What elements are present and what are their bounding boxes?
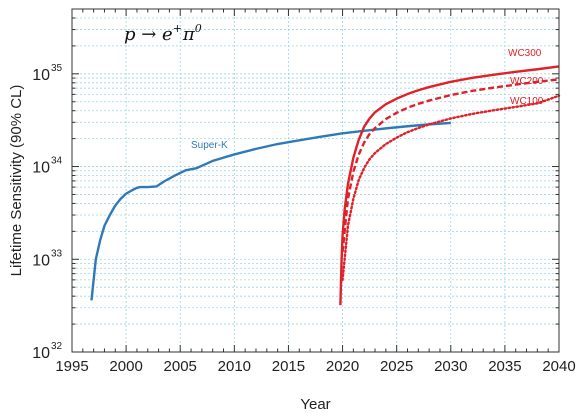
x-tick-label: 2035 [488,358,521,375]
x-tick-label: 2015 [272,358,305,375]
series-line-wc300 [339,65,560,306]
y-tick-label: 10 [32,252,50,269]
x-tick-label: 1995 [55,358,88,375]
series-line-super-k [90,121,451,301]
plot-frame [71,8,560,353]
x-tick-label: 2040 [542,358,575,375]
y-tick-label: 10 [32,160,50,177]
x-tick-label: 2000 [109,358,142,375]
series-lines [90,65,561,306]
annotation-mid: π [182,24,196,45]
axis-tick-labels: 1995 2000 2005 2010 2015 2020 2025 2030 2035 2040… [32,63,575,375]
x-tick-label: 2025 [380,358,413,375]
y-axis-title: Lifetime Sensitivity (90% CL) [8,85,25,277]
series-label-wc100: WC100 [510,96,544,107]
x-axis-title: Year [300,396,330,413]
series-label-wc200: WC200 [510,76,544,87]
series-line-wc200 [341,78,560,253]
grid-lines [72,9,559,352]
process-annotation: p → e+π0 [124,22,202,45]
x-tick-label: 2020 [326,358,359,375]
y-tick-label-exponent: 33 [51,248,63,259]
series-label-wc300: WC300 [508,48,542,59]
series-label-super-k: Super-K [191,140,228,151]
x-tick-label: 2010 [218,358,251,375]
series-line-wc100 [341,94,561,282]
y-tick-label: 10 [32,67,50,84]
annotation-sup2: 0 [195,22,202,35]
y-tick-label: 10 [32,345,50,362]
annotation-base: p → e [124,24,173,45]
x-tick-label: 2030 [434,358,467,375]
y-tick-label-exponent: 32 [51,341,63,352]
axis-ticks [71,8,560,353]
x-tick-label: 2005 [164,358,197,375]
y-tick-label-exponent: 35 [51,63,63,74]
y-tick-label-exponent: 34 [51,156,63,167]
annotation-sup1: + [173,22,182,35]
